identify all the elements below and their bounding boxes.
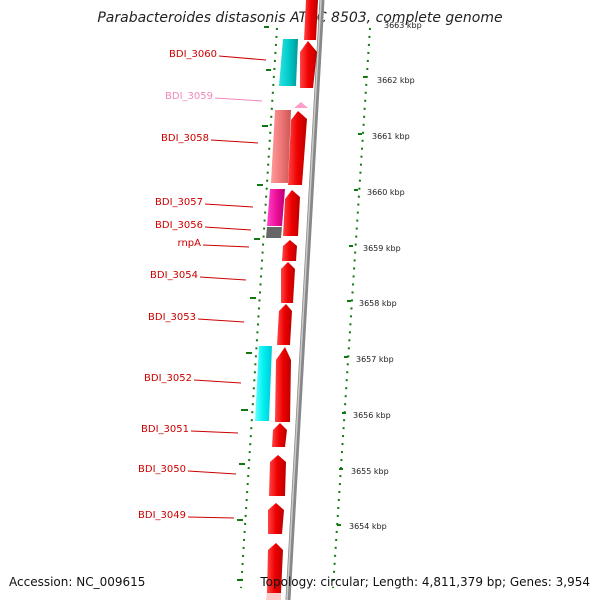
gene-label-3052[interactable]: BDI_3052	[144, 373, 192, 384]
genome-title: Parabacteroides distasonis ATCC 8503, co…	[97, 10, 503, 26]
scale-ticks	[237, 26, 367, 581]
gene-label-rnpA[interactable]: rnpA	[178, 238, 202, 249]
gene-labels: BDI_3060 BDI_3059 BDI_3058 BDI_3057 BDI_…	[138, 49, 217, 521]
gene-forward-3054[interactable]	[281, 262, 295, 303]
gene-forward-3057[interactable]	[283, 190, 300, 236]
gene-label-3056[interactable]: BDI_3056	[155, 220, 203, 231]
label-leaders	[187, 55, 267, 519]
gene-label-3051[interactable]: BDI_3051	[141, 424, 189, 435]
genome-summary-text: Topology: circular; Length: 4,811,379 bp…	[260, 575, 590, 589]
gene-forward-3052[interactable]	[275, 347, 291, 422]
gene-forward-3059[interactable]	[294, 102, 308, 108]
kbp-label-3657: 3657 kbp	[356, 355, 394, 364]
kbp-label-3661: 3661 kbp	[372, 132, 410, 141]
accession-text: Accession: NC_009615	[9, 575, 146, 589]
kbp-label-3658: 3658 kbp	[359, 299, 397, 308]
kbp-label-3659: 3659 kbp	[363, 244, 401, 253]
left-dotted-border	[240, 27, 278, 589]
gene-forward-bottom[interactable]	[267, 543, 283, 593]
gene-forward-3058[interactable]	[288, 111, 307, 185]
genome-backbone	[285, 0, 325, 600]
gene-label-3054[interactable]: BDI_3054	[150, 270, 198, 281]
kbp-label-3662: 3662 kbp	[377, 76, 415, 85]
kbp-label-3663: 3663 kbp	[384, 21, 422, 30]
forward-strand-genes[interactable]	[266, 0, 318, 600]
gene-forward-top[interactable]	[304, 0, 318, 40]
gene-block-3060[interactable]	[279, 39, 298, 86]
gene-block-3056[interactable]	[266, 227, 282, 238]
gene-label-3057[interactable]: BDI_3057	[155, 197, 203, 208]
gene-forward-3053[interactable]	[277, 304, 292, 345]
gene-label-3049[interactable]: BDI_3049	[138, 510, 186, 521]
gene-label-3050[interactable]: BDI_3050	[138, 464, 186, 475]
gene-forward-3049[interactable]	[268, 503, 284, 534]
gene-forward-rnpA[interactable]	[282, 240, 297, 261]
gene-label-3053[interactable]: BDI_3053	[148, 312, 196, 323]
gene-forward-3050[interactable]	[269, 455, 286, 496]
kbp-label-3660: 3660 kbp	[367, 188, 405, 197]
kbp-labels: 3663 kbp 3662 kbp 3661 kbp 3660 kbp 3659…	[349, 21, 422, 531]
gene-block-3052[interactable]	[255, 346, 272, 421]
gene-forward-3051[interactable]	[272, 423, 287, 447]
genome-backbone-highlight	[286, 0, 322, 600]
gene-forward-3060[interactable]	[300, 41, 317, 88]
gene-label-3058[interactable]: BDI_3058	[161, 133, 209, 144]
kbp-label-3654: 3654 kbp	[349, 522, 387, 531]
right-dotted-border	[332, 27, 371, 589]
gene-label-3060[interactable]: BDI_3060	[169, 49, 217, 60]
gene-label-3059[interactable]: BDI_3059	[165, 91, 213, 102]
gene-block-3058[interactable]	[271, 110, 291, 183]
gene-block-3057[interactable]	[267, 189, 285, 226]
gene-forward-bottom-tail	[266, 593, 281, 600]
kbp-label-3656: 3656 kbp	[353, 411, 391, 420]
kbp-label-3655: 3655 kbp	[351, 467, 389, 476]
reverse-strand-genes[interactable]	[255, 39, 298, 421]
